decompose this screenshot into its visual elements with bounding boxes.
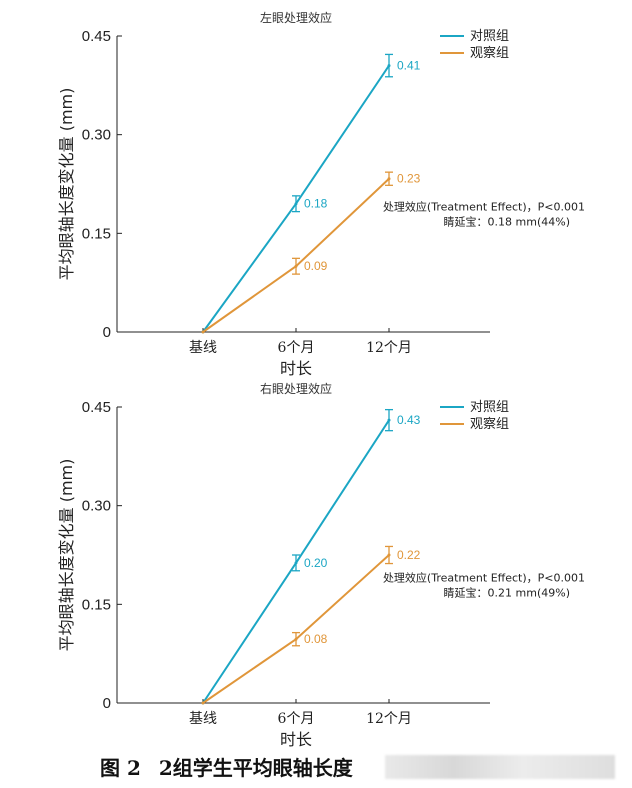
chart-title: 右眼处理效应 <box>260 381 332 396</box>
y-axis-label: 平均眼轴长度变化量 (mm) <box>57 88 76 281</box>
data-point <box>294 264 298 268</box>
data-point <box>201 330 205 334</box>
figure-caption-text: 2组学生平均眼轴长度 <box>158 756 353 780</box>
figure-number: 图 2 <box>100 756 141 780</box>
data-point <box>387 418 391 422</box>
data-point <box>387 64 391 68</box>
data-point <box>294 637 298 641</box>
y-tick-label: 0 <box>103 324 111 341</box>
data-point <box>387 177 391 181</box>
x-tick-label: 6个月 <box>278 340 315 356</box>
data-label: 0.43 <box>397 413 421 427</box>
annotation-line: 处理效应(Treatment Effect)，P<0.001 <box>383 199 585 213</box>
data-point <box>387 553 391 557</box>
x-tick-label: 12个月 <box>366 711 412 727</box>
legend-entry: 观察组 <box>470 46 509 61</box>
data-label: 0.18 <box>304 197 328 211</box>
x-axis-label: 时长 <box>280 730 312 749</box>
y-tick-label: 0.45 <box>82 399 111 416</box>
chart-title: 左眼处理效应 <box>260 10 332 25</box>
legend-entry: 观察组 <box>470 417 509 432</box>
y-tick-label: 0 <box>103 695 111 712</box>
data-label: 0.23 <box>397 172 421 186</box>
x-axis-label: 时长 <box>280 359 312 378</box>
data-label: 0.09 <box>304 259 328 273</box>
y-tick-label: 0.30 <box>82 498 111 515</box>
data-label: 0.08 <box>304 632 328 646</box>
y-tick-label: 0.30 <box>82 127 111 144</box>
annotation-line: 睛延宝：0.18 mm(44%) <box>444 214 570 228</box>
data-label: 0.20 <box>304 556 328 570</box>
data-point <box>201 701 205 705</box>
x-tick-label: 12个月 <box>366 340 412 356</box>
data-point <box>294 561 298 565</box>
y-tick-label: 0.45 <box>82 28 111 45</box>
y-axis-label: 平均眼轴长度变化量 (mm) <box>57 459 76 652</box>
redacted-caption-area <box>385 755 615 779</box>
figure-caption: 图 2 2组学生平均眼轴长度 <box>100 752 353 781</box>
data-label: 0.41 <box>397 59 421 73</box>
legend-entry: 对照组 <box>470 400 509 415</box>
y-tick-label: 0.15 <box>82 225 111 242</box>
series-line <box>202 554 390 704</box>
data-point <box>294 202 298 206</box>
y-tick-label: 0.15 <box>82 596 111 613</box>
x-tick-label: 基线 <box>189 339 217 356</box>
annotation-line: 处理效应(Treatment Effect)，P<0.001 <box>383 570 585 584</box>
x-tick-label: 基线 <box>189 710 217 727</box>
x-tick-label: 6个月 <box>278 711 315 727</box>
annotation-line: 睛延宝：0.21 mm(49%) <box>444 585 570 599</box>
data-label: 0.22 <box>397 548 421 562</box>
legend-entry: 对照组 <box>470 29 509 44</box>
